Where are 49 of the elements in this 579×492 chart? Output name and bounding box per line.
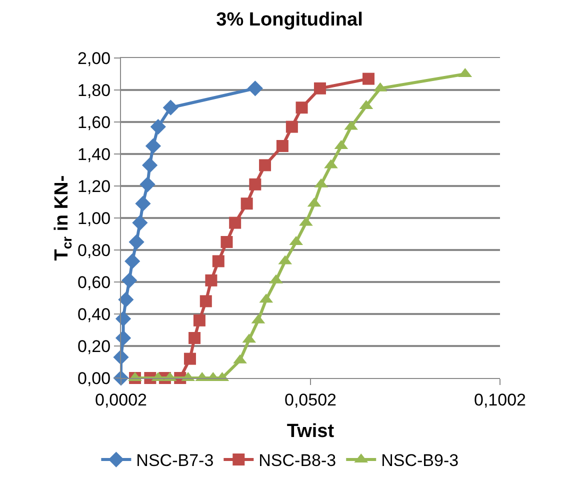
point: [205, 274, 218, 286]
y-tick-label: 1,80: [78, 80, 111, 100]
legend-label: NSC-B9-3: [381, 451, 459, 470]
point: [115, 311, 132, 327]
y-tick-label: 0,00: [78, 368, 111, 388]
x-tick-label: 0,1002: [474, 390, 526, 410]
point: [296, 102, 308, 114]
point: [200, 295, 212, 308]
point: [247, 80, 263, 96]
point: [249, 178, 262, 190]
point: [362, 72, 374, 85]
point: [145, 138, 162, 154]
y-tick-label: 1,20: [78, 176, 111, 196]
y-tick-label: 1,40: [78, 144, 111, 164]
y-tick-label: 0,40: [78, 304, 111, 324]
x-axis-title: Twist: [286, 421, 335, 442]
point: [128, 234, 144, 250]
y-tick-label: 0,60: [78, 272, 111, 292]
y-tick-label: 2,00: [78, 48, 111, 68]
point: [314, 82, 326, 94]
point: [135, 196, 151, 212]
point: [188, 332, 201, 344]
point: [162, 100, 178, 116]
x-tick-label: 0,0002: [95, 390, 147, 410]
point: [132, 215, 148, 231]
x-tick-label: 0,0502: [284, 390, 336, 410]
point: [286, 120, 298, 133]
point: [140, 176, 156, 192]
chart-title: 3% Longitudinal: [216, 10, 363, 31]
point: [220, 236, 233, 248]
legend-label: NSC-B7-3: [136, 451, 214, 470]
y-tick-label: 0,80: [78, 240, 111, 260]
point: [142, 157, 158, 173]
point: [229, 216, 242, 229]
legend-label: NSC-B8-3: [258, 451, 336, 470]
point: [276, 140, 288, 152]
point: [150, 119, 166, 135]
point: [259, 159, 272, 172]
y-tick-label: 1,60: [78, 112, 111, 132]
point: [212, 255, 224, 268]
point: [122, 272, 138, 288]
point: [184, 352, 196, 365]
point: [240, 198, 253, 210]
point: [124, 253, 140, 269]
y-tick-label: 0,20: [78, 336, 111, 356]
point: [118, 292, 134, 308]
y-tick-label: 1,00: [78, 208, 111, 228]
point: [193, 314, 206, 326]
point: [115, 330, 132, 346]
